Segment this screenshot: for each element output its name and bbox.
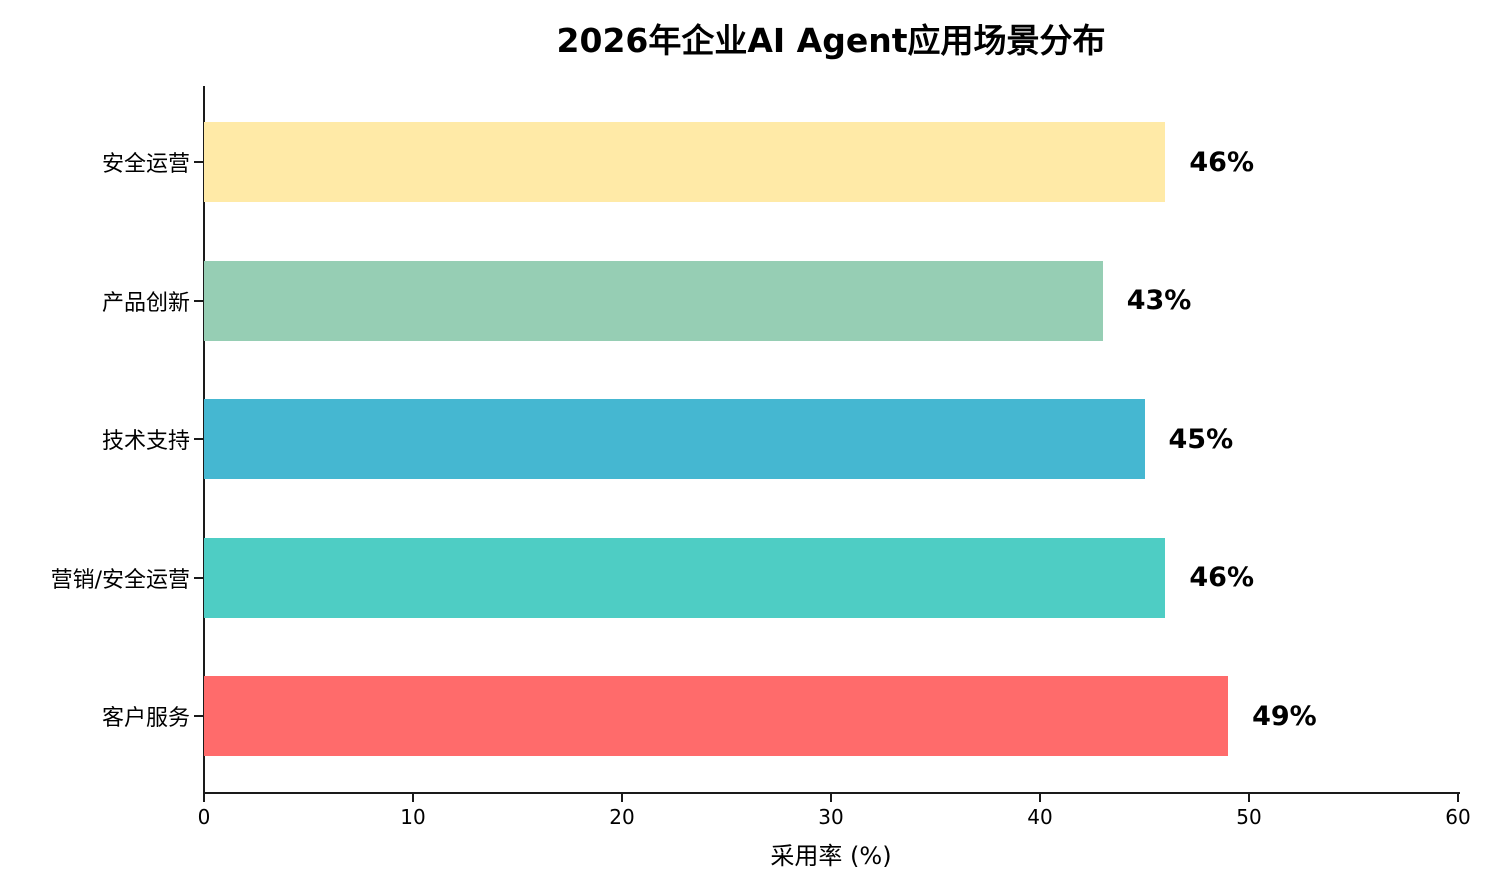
y-tick-mark — [194, 299, 203, 302]
x-tick-label: 20 — [609, 805, 635, 829]
y-tick-label: 营销/安全运营 — [50, 567, 190, 593]
x-tick-mark — [1457, 794, 1459, 802]
y-tick-label: 产品创新 — [101, 290, 190, 316]
bar — [204, 122, 1166, 202]
bar-value-label: 49% — [1252, 700, 1317, 732]
x-tick-label: 0 — [197, 805, 211, 829]
x-tick-mark — [203, 794, 205, 802]
x-tick-mark — [830, 794, 832, 802]
bar — [204, 537, 1166, 618]
bar-row: 客户服务 49% — [0, 676, 1485, 756]
y-tick-mark — [194, 576, 203, 579]
x-axis-spine — [203, 792, 1460, 794]
x-axis-label: 采用率 (%) — [770, 842, 892, 870]
bar — [204, 260, 1103, 341]
bar-row: 技术支持 45% — [0, 399, 1485, 479]
x-tick-label: 30 — [818, 805, 844, 829]
x-tick-mark — [621, 794, 623, 802]
x-tick-label: 40 — [1027, 805, 1053, 829]
x-tick-mark — [412, 794, 414, 802]
bar-value-label: 46% — [1189, 562, 1255, 593]
x-tick-label: 50 — [1236, 805, 1262, 829]
y-tick-mark — [194, 438, 203, 440]
bar-value-label: 43% — [1126, 285, 1192, 316]
bar-row: 营销/安全运营 46% — [0, 537, 1485, 618]
y-tick-label: 安全运营 — [101, 152, 190, 177]
x-tick-mark — [1248, 794, 1250, 802]
y-tick-label: 客户服务 — [101, 706, 190, 731]
y-tick-mark — [194, 161, 203, 163]
y-tick-label: 技术支持 — [101, 429, 190, 454]
bar-value-label: 45% — [1168, 423, 1234, 455]
bar — [204, 399, 1145, 479]
chart-title: 2026年企业AI Agent应用场景分布 — [556, 21, 1106, 60]
y-tick-mark — [194, 715, 203, 717]
x-tick-label: 60 — [1445, 805, 1471, 829]
bar-value-label: 46% — [1189, 146, 1255, 178]
x-tick-mark — [1039, 794, 1041, 802]
bar — [204, 676, 1229, 756]
bar-row: 安全运营 46% — [0, 122, 1485, 202]
x-tick-label: 10 — [400, 805, 426, 829]
bar-row: 产品创新 43% — [0, 260, 1485, 341]
